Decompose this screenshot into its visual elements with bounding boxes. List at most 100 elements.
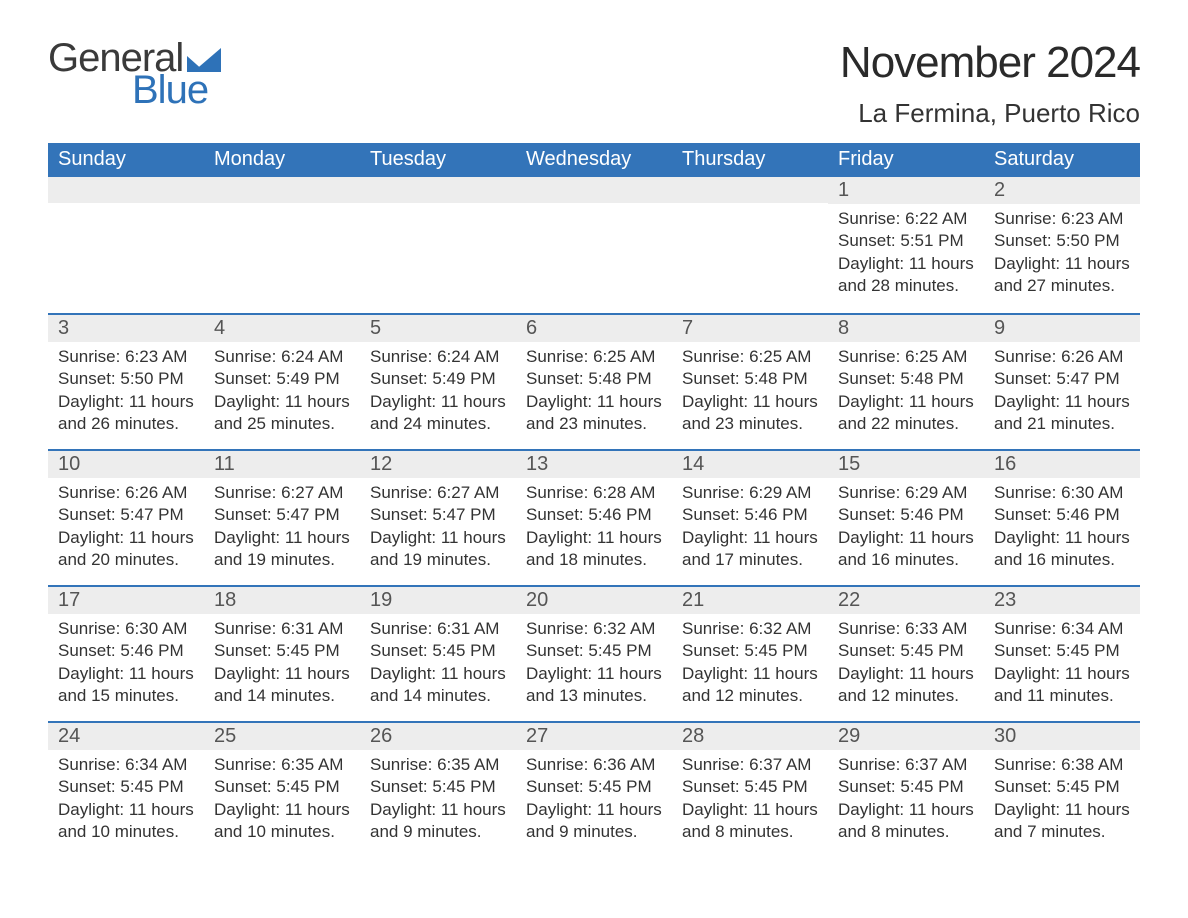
day-details: Sunrise: 6:22 AMSunset: 5:51 PMDaylight:…: [834, 208, 978, 297]
day-details: Sunrise: 6:30 AMSunset: 5:46 PMDaylight:…: [54, 618, 198, 707]
day-sunrise: Sunrise: 6:22 AM: [838, 208, 978, 229]
day-sunset: Sunset: 5:47 PM: [370, 504, 510, 525]
day-details: Sunrise: 6:35 AMSunset: 5:45 PMDaylight:…: [366, 754, 510, 843]
day-details: Sunrise: 6:23 AMSunset: 5:50 PMDaylight:…: [54, 346, 198, 435]
day-daylight2: and 26 minutes.: [58, 413, 198, 434]
week-row: 1Sunrise: 6:22 AMSunset: 5:51 PMDaylight…: [48, 177, 1140, 313]
day-cell: 9Sunrise: 6:26 AMSunset: 5:47 PMDaylight…: [984, 315, 1140, 449]
day-details: Sunrise: 6:30 AMSunset: 5:46 PMDaylight:…: [990, 482, 1134, 571]
day-number: 17: [48, 587, 204, 614]
day-sunrise: Sunrise: 6:23 AM: [58, 346, 198, 367]
day-cell: 28Sunrise: 6:37 AMSunset: 5:45 PMDayligh…: [672, 723, 828, 857]
day-sunset: Sunset: 5:45 PM: [526, 776, 666, 797]
day-details: Sunrise: 6:37 AMSunset: 5:45 PMDaylight:…: [834, 754, 978, 843]
day-details: Sunrise: 6:35 AMSunset: 5:45 PMDaylight:…: [210, 754, 354, 843]
day-sunset: Sunset: 5:50 PM: [994, 230, 1134, 251]
day-daylight2: and 23 minutes.: [682, 413, 822, 434]
day-details: Sunrise: 6:25 AMSunset: 5:48 PMDaylight:…: [522, 346, 666, 435]
day-sunrise: Sunrise: 6:33 AM: [838, 618, 978, 639]
day-daylight1: Daylight: 11 hours: [214, 663, 354, 684]
day-cell: 21Sunrise: 6:32 AMSunset: 5:45 PMDayligh…: [672, 587, 828, 721]
day-sunrise: Sunrise: 6:27 AM: [370, 482, 510, 503]
day-number: 11: [204, 451, 360, 478]
day-sunset: Sunset: 5:51 PM: [838, 230, 978, 251]
day-daylight1: Daylight: 11 hours: [838, 391, 978, 412]
day-details: Sunrise: 6:29 AMSunset: 5:46 PMDaylight:…: [834, 482, 978, 571]
day-daylight2: and 19 minutes.: [370, 549, 510, 570]
weekday-header: Thursday: [672, 143, 828, 177]
day-number: 19: [360, 587, 516, 614]
day-cell: 29 Sunrise: 6:37 AMSunset: 5:45 PMDayligh…: [828, 723, 984, 857]
weekday-header: Friday: [828, 143, 984, 177]
weekday-header: Saturday: [984, 143, 1140, 177]
day-sunset: Sunset: 5:45 PM: [994, 776, 1134, 797]
day-sunrise: Sunrise: 6:30 AM: [58, 618, 198, 639]
day-number: 14: [672, 451, 828, 478]
day-sunrise: Sunrise: 6:23 AM: [994, 208, 1134, 229]
day-sunrise: Sunrise: 6:37 AM: [682, 754, 822, 775]
day-details: Sunrise: 6:32 AMSunset: 5:45 PMDaylight:…: [678, 618, 822, 707]
day-daylight1: Daylight: 11 hours: [370, 663, 510, 684]
day-sunrise: Sunrise: 6:35 AM: [214, 754, 354, 775]
day-daylight1: Daylight: 11 hours: [370, 799, 510, 820]
day-daylight2: and 22 minutes.: [838, 413, 978, 434]
day-cell: 13Sunrise: 6:28 AMSunset: 5:46 PMDayligh…: [516, 451, 672, 585]
day-daylight1: Daylight: 11 hours: [682, 663, 822, 684]
day-sunset: Sunset: 5:45 PM: [214, 640, 354, 661]
day-number: 28: [672, 723, 828, 750]
day-daylight2: and 18 minutes.: [526, 549, 666, 570]
day-sunrise: Sunrise: 6:26 AM: [994, 346, 1134, 367]
day-details: Sunrise: 6:32 AMSunset: 5:45 PMDaylight:…: [522, 618, 666, 707]
day-cell: 4Sunrise: 6:24 AMSunset: 5:49 PMDaylight…: [204, 315, 360, 449]
day-sunrise: Sunrise: 6:28 AM: [526, 482, 666, 503]
day-number: 29: [828, 723, 984, 750]
day-daylight2: and 24 minutes.: [370, 413, 510, 434]
day-sunset: Sunset: 5:50 PM: [58, 368, 198, 389]
day-daylight2: and 14 minutes.: [370, 685, 510, 706]
day-number: [516, 177, 672, 203]
day-sunrise: Sunrise: 6:24 AM: [370, 346, 510, 367]
weekday-header: Wednesday: [516, 143, 672, 177]
day-cell: [672, 177, 828, 313]
day-details: Sunrise: 6:26 AMSunset: 5:47 PMDaylight:…: [990, 346, 1134, 435]
day-daylight1: Daylight: 11 hours: [994, 527, 1134, 548]
day-sunset: Sunset: 5:49 PM: [370, 368, 510, 389]
day-number: [48, 177, 204, 203]
day-sunrise: Sunrise: 6:37 AM: [838, 754, 978, 775]
week-row: 10Sunrise: 6:26 AMSunset: 5:47 PMDayligh…: [48, 449, 1140, 585]
day-details: Sunrise: 6:33 AMSunset: 5:45 PMDaylight:…: [834, 618, 978, 707]
day-sunset: Sunset: 5:48 PM: [838, 368, 978, 389]
day-daylight1: Daylight: 11 hours: [370, 527, 510, 548]
day-daylight1: Daylight: 11 hours: [526, 391, 666, 412]
day-sunset: Sunset: 5:45 PM: [370, 776, 510, 797]
day-sunset: Sunset: 5:46 PM: [838, 504, 978, 525]
day-cell: 15 Sunrise: 6:29 AMSunset: 5:46 PMDayligh…: [828, 451, 984, 585]
day-daylight2: and 25 minutes.: [214, 413, 354, 434]
day-daylight1: Daylight: 11 hours: [214, 799, 354, 820]
day-details: Sunrise: 6:25 AMSunset: 5:48 PMDaylight:…: [678, 346, 822, 435]
day-cell: 27Sunrise: 6:36 AMSunset: 5:45 PMDayligh…: [516, 723, 672, 857]
day-daylight1: Daylight: 11 hours: [526, 799, 666, 820]
day-cell: 24Sunrise: 6:34 AMSunset: 5:45 PMDayligh…: [48, 723, 204, 857]
weekday-header: Tuesday: [360, 143, 516, 177]
day-number: 12: [360, 451, 516, 478]
day-daylight2: and 27 minutes.: [994, 275, 1134, 296]
day-sunrise: Sunrise: 6:25 AM: [526, 346, 666, 367]
day-cell: 23Sunrise: 6:34 AMSunset: 5:45 PMDayligh…: [984, 587, 1140, 721]
day-sunrise: Sunrise: 6:24 AM: [214, 346, 354, 367]
day-daylight1: Daylight: 11 hours: [58, 799, 198, 820]
day-details: Sunrise: 6:38 AMSunset: 5:45 PMDaylight:…: [990, 754, 1134, 843]
day-sunset: Sunset: 5:45 PM: [526, 640, 666, 661]
day-daylight2: and 12 minutes.: [682, 685, 822, 706]
day-number: 7: [672, 315, 828, 342]
weekday-header: Sunday: [48, 143, 204, 177]
day-daylight2: and 21 minutes.: [994, 413, 1134, 434]
day-cell: 2Sunrise: 6:23 AMSunset: 5:50 PMDaylight…: [984, 177, 1140, 313]
day-details: Sunrise: 6:24 AMSunset: 5:49 PMDaylight:…: [366, 346, 510, 435]
day-daylight2: and 16 minutes.: [838, 549, 978, 570]
day-daylight1: Daylight: 11 hours: [994, 663, 1134, 684]
day-daylight2: and 10 minutes.: [214, 821, 354, 842]
day-number: 15: [828, 451, 984, 478]
logo-word-2: Blue: [132, 70, 221, 110]
day-cell: 19Sunrise: 6:31 AMSunset: 5:45 PMDayligh…: [360, 587, 516, 721]
